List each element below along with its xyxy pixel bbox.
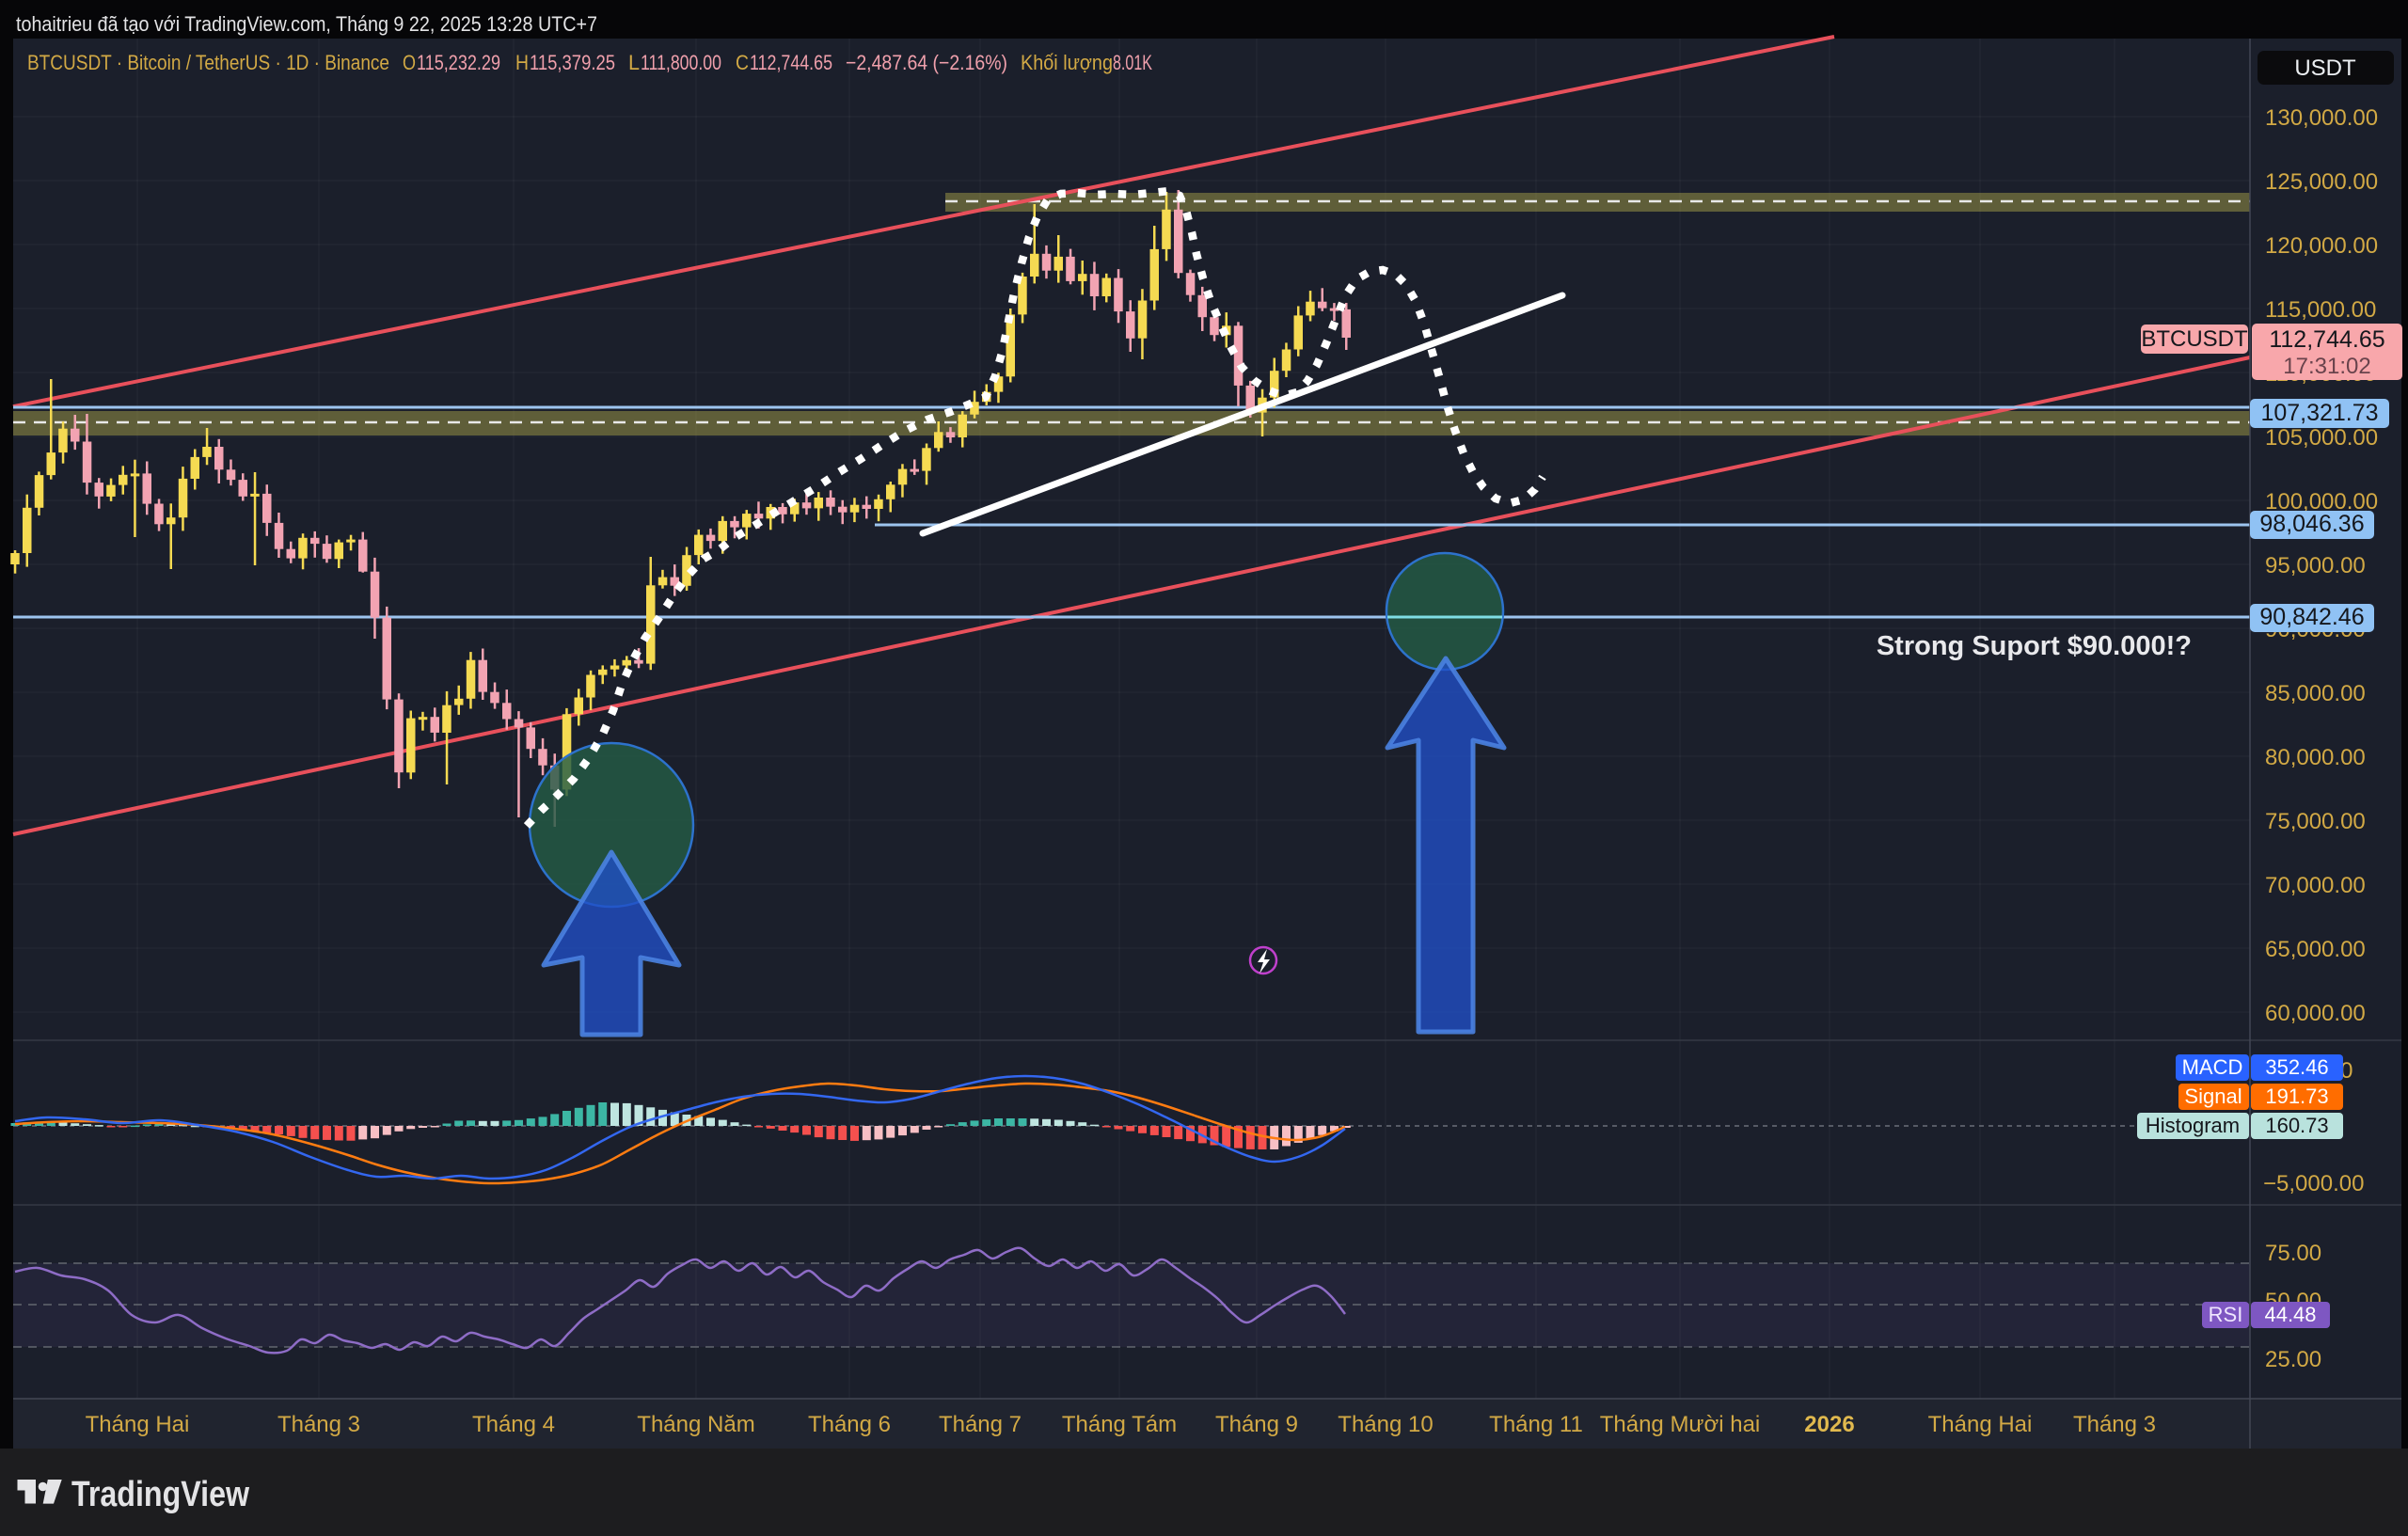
svg-text:115,379.25: 115,379.25 <box>530 51 615 74</box>
svg-text:TradingView: TradingView <box>71 1475 249 1514</box>
svg-text:70,000.00: 70,000.00 <box>2265 873 2366 898</box>
svg-text:8.01K: 8.01K <box>1113 51 1152 74</box>
svg-text:H: H <box>515 51 529 74</box>
svg-text:105,000.00: 105,000.00 <box>2265 425 2378 451</box>
svg-text:tohaitrieu đã tạo với TradingV: tohaitrieu đã tạo với TradingView.com, T… <box>16 12 597 36</box>
svg-text:115,232.29: 115,232.29 <box>417 51 500 74</box>
svg-text:25.00: 25.00 <box>2265 1347 2321 1372</box>
svg-text:17:31:02: 17:31:02 <box>2283 354 2370 379</box>
svg-text:Strong Suport $90.000!?: Strong Suport $90.000!? <box>1877 631 2192 661</box>
svg-text:44.48: 44.48 <box>2264 1303 2316 1326</box>
svg-text:107,321.73: 107,321.73 <box>2260 400 2378 426</box>
svg-text:191.73: 191.73 <box>2265 1085 2328 1108</box>
svg-text:Tháng 3: Tháng 3 <box>277 1412 360 1437</box>
svg-text:115,000.00: 115,000.00 <box>2265 297 2376 323</box>
svg-text:Signal: Signal <box>2184 1085 2242 1108</box>
svg-text:98,046.36: 98,046.36 <box>2259 511 2364 537</box>
svg-text:Tháng Mười hai: Tháng Mười hai <box>1600 1412 1761 1437</box>
svg-text:160.73: 160.73 <box>2265 1114 2328 1137</box>
svg-text:Tháng Hai: Tháng Hai <box>1928 1412 2033 1437</box>
svg-text:Tháng 6: Tháng 6 <box>808 1412 891 1437</box>
svg-text:Khối lượng: Khối lượng <box>1021 51 1113 74</box>
svg-text:C: C <box>736 51 749 74</box>
svg-text:BTCUSDT: BTCUSDT <box>2141 326 2248 352</box>
svg-text:BTCUSDT · Bitcoin / TetherUS ·: BTCUSDT · Bitcoin / TetherUS · 1D · Bina… <box>27 51 389 74</box>
svg-text:O: O <box>403 51 416 74</box>
svg-text:USDT: USDT <box>2294 55 2356 81</box>
svg-text:111,800.00: 111,800.00 <box>641 51 721 74</box>
svg-text:Tháng 3: Tháng 3 <box>2073 1412 2156 1437</box>
svg-text:75.00: 75.00 <box>2265 1241 2321 1266</box>
svg-text:85,000.00: 85,000.00 <box>2265 681 2366 706</box>
svg-text:75,000.00: 75,000.00 <box>2265 809 2366 834</box>
svg-text:Tháng Năm: Tháng Năm <box>637 1412 754 1437</box>
svg-text:80,000.00: 80,000.00 <box>2265 745 2366 770</box>
svg-text:120,000.00: 120,000.00 <box>2265 233 2378 259</box>
svg-text:125,000.00: 125,000.00 <box>2265 169 2378 195</box>
svg-text:Tháng 4: Tháng 4 <box>472 1412 555 1437</box>
svg-text:112,744.65: 112,744.65 <box>2269 326 2384 353</box>
svg-text:112,744.65: 112,744.65 <box>750 51 832 74</box>
svg-text:Tháng Hai: Tháng Hai <box>86 1412 190 1437</box>
svg-text:100,000.00: 100,000.00 <box>2265 489 2378 515</box>
svg-text:65,000.00: 65,000.00 <box>2265 937 2366 962</box>
svg-text:−2,487.64 (−2.16%): −2,487.64 (−2.16%) <box>846 51 1007 74</box>
svg-text:2026: 2026 <box>1804 1412 1854 1437</box>
svg-text:Tháng 11: Tháng 11 <box>1489 1412 1583 1437</box>
svg-text:MACD: MACD <box>2182 1055 2243 1079</box>
svg-text:Histogram: Histogram <box>2146 1114 2240 1137</box>
svg-text:Tháng 10: Tháng 10 <box>1338 1412 1433 1437</box>
svg-text:60,000.00: 60,000.00 <box>2265 1001 2366 1026</box>
svg-text:95,000.00: 95,000.00 <box>2265 553 2366 578</box>
svg-text:352.46: 352.46 <box>2265 1055 2328 1079</box>
svg-text:Tháng 9: Tháng 9 <box>1215 1412 1298 1437</box>
svg-text:RSI: RSI <box>2209 1303 2243 1326</box>
svg-text:−5,000.00: −5,000.00 <box>2263 1171 2364 1196</box>
svg-text:90,842.46: 90,842.46 <box>2259 604 2364 630</box>
svg-text:Tháng 7: Tháng 7 <box>939 1412 1022 1437</box>
svg-text:Tháng Tám: Tháng Tám <box>1062 1412 1177 1437</box>
svg-text:L: L <box>628 51 640 74</box>
svg-text:130,000.00: 130,000.00 <box>2265 105 2378 131</box>
